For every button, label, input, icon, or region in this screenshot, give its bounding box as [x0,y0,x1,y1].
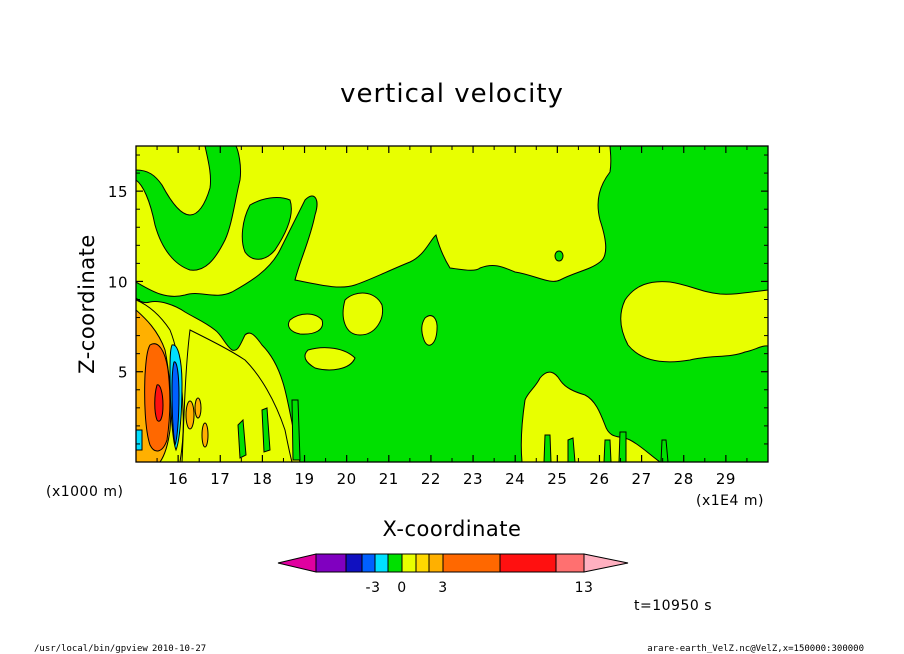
blob-orange-1 [185,400,195,430]
x-unit-left: (x1000 m) [46,484,123,500]
region-yellow-island-4 [421,315,438,346]
x-axis-label: X-coordinate [383,517,522,541]
colorbar [277,553,629,573]
x-tick-label: 23 [463,470,483,488]
region-cyan-edge [136,429,143,451]
streak-green-2 [261,407,271,453]
x-tick-label: 24 [505,470,525,488]
colorbar-extend-max [583,553,629,573]
streak-green-8 [660,439,669,462]
program-path: /usr/local/bin/gpview [34,644,148,654]
streak-green-7 [618,431,627,462]
colorbar-swatch [345,553,363,573]
region-blue-strip [171,361,180,447]
y-tick-label: 15 [108,183,128,201]
colorbar-swatch [387,553,403,573]
region-green-upper-left [136,146,241,271]
streak-green-1 [237,418,247,459]
x-unit-right: (x1E4 m) [696,493,764,509]
colorbar-swatch [315,553,347,573]
streak-green-5 [567,437,576,462]
colorbar-swatch [442,553,501,573]
region-yellow-island-1 [342,292,384,336]
x-tick-label: 18 [252,470,272,488]
y-tick-label: 5 [118,364,128,382]
date-stamp: 2010-10-27 [152,644,206,654]
colorbar-extend-min [277,553,317,573]
streak-green-6 [603,439,612,462]
x-tick-label: 20 [337,470,357,488]
source-file: arare-earth_VelZ.nc@VelZ,x=150000:300000 [647,644,864,654]
streak-green-3 [291,399,301,461]
x-tick-label: 29 [716,470,736,488]
blob-orange-3 [201,422,209,448]
x-ticks: 16 17 18 19 20 21 22 23 24 25 26 27 28 29 [156,146,748,488]
region-yellow-island-3 [304,347,356,371]
x-tick-label: 21 [379,470,399,488]
colorbar-swatch [555,553,585,573]
colorbar-tick-label: 0 [397,580,406,596]
colorbar-swatch [374,553,389,573]
plot-area: 16 17 18 19 20 21 22 23 24 25 26 27 28 29 5 10 15 [108,145,769,488]
colorbar-swatch [361,553,376,573]
x-tick-label: 27 [632,470,652,488]
x-tick-label: 16 [168,470,188,488]
region-red-center [154,384,164,422]
colorbar-swatch [428,553,444,573]
x-tick-label: 25 [547,470,567,488]
y-ticks: 5 10 15 [108,154,768,445]
region-yellow-island-2 [287,313,324,335]
colorbar-tick-label: 13 [575,580,594,596]
x-tick-label: 19 [294,470,314,488]
time-annotation: t=10950 s [634,598,712,614]
x-tick-label: 17 [210,470,230,488]
colorbar-swatch [499,553,557,573]
x-tick-label: 28 [674,470,694,488]
blob-orange-2 [194,397,202,419]
region-green-main [136,146,768,462]
colorbar-swatch [401,553,417,573]
colorbar-tick-label: -3 [366,580,381,596]
x-tick-label: 26 [589,470,609,488]
y-tick-label: 10 [108,273,128,291]
y-axis-label: Z-coordinate [75,234,99,374]
region-green-upper-mid [241,197,292,260]
colorbar-ticks: -3 0 3 13 [366,580,594,596]
colorbar-tick-label: 3 [438,580,447,596]
blob-green-small [554,250,564,262]
colorbar-swatch [415,553,430,573]
chart-title: vertical velocity [340,79,564,109]
streak-green-4 [543,434,552,462]
x-tick-label: 22 [421,470,441,488]
